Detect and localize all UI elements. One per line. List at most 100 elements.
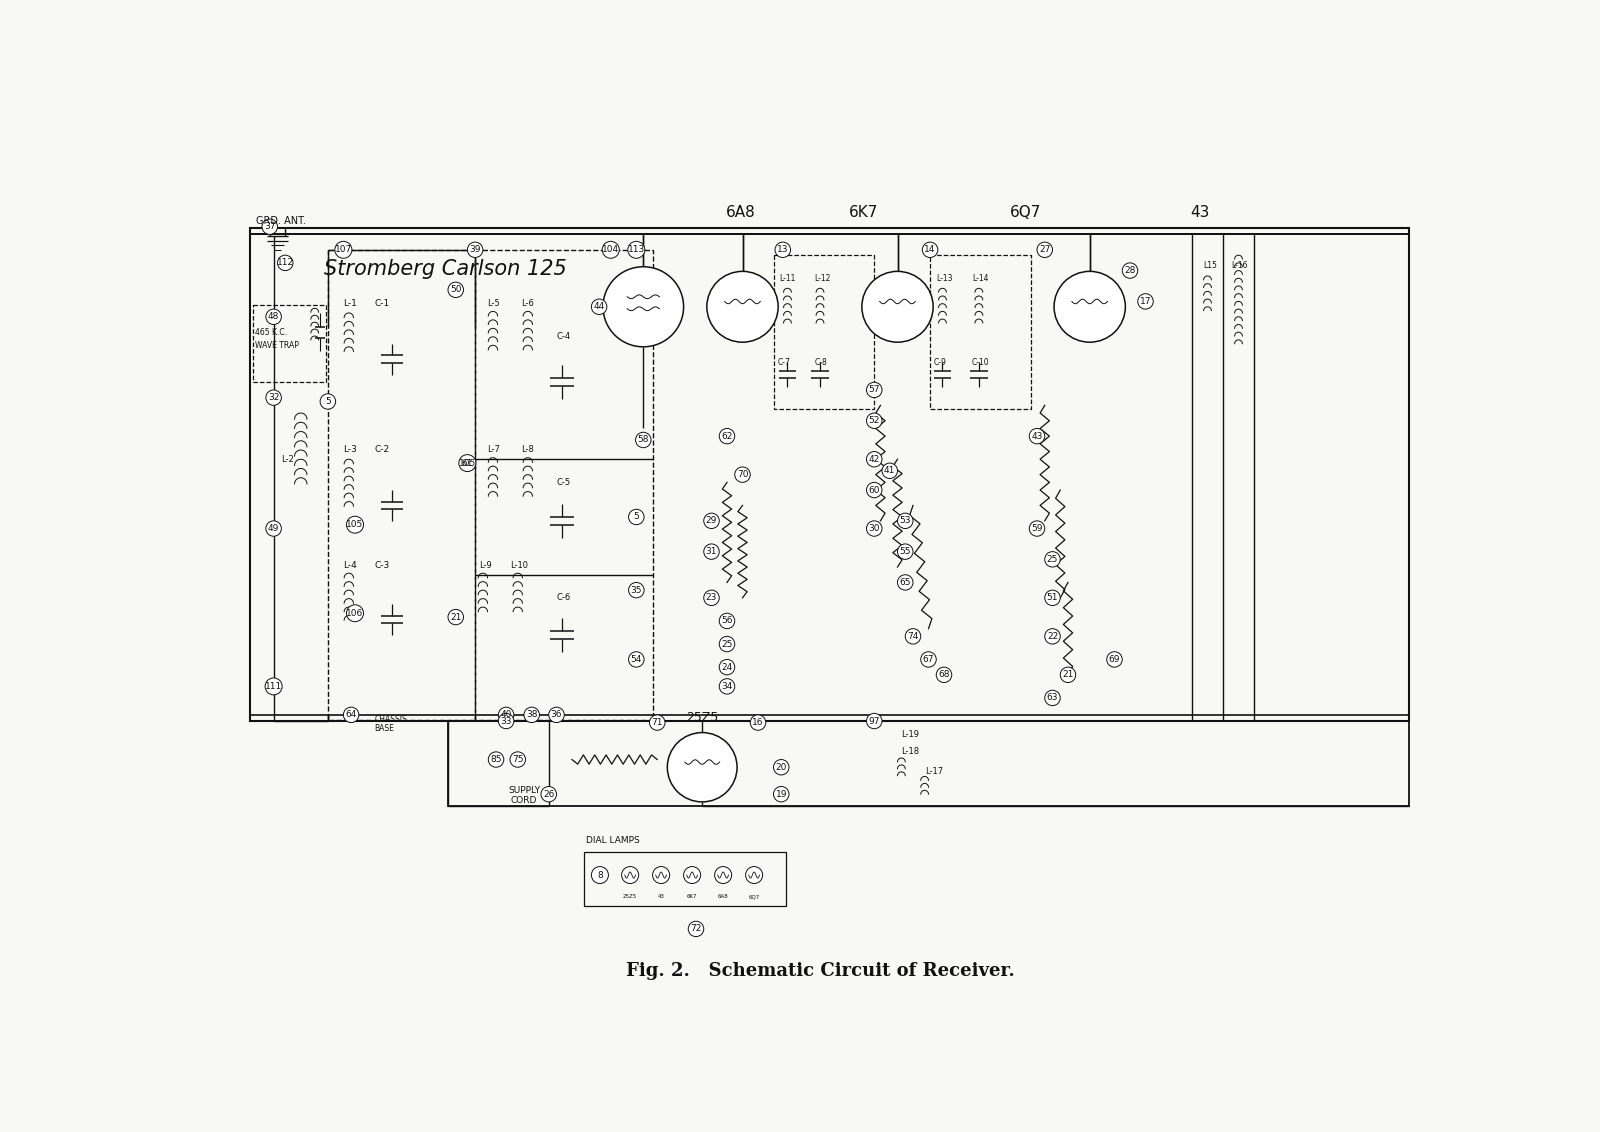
- Circle shape: [549, 708, 565, 722]
- Text: 26: 26: [542, 790, 555, 799]
- Circle shape: [667, 732, 738, 801]
- Text: L-18: L-18: [901, 747, 920, 756]
- Text: 6Q7: 6Q7: [1010, 205, 1042, 221]
- Circle shape: [266, 389, 282, 405]
- Text: 69: 69: [1109, 655, 1120, 664]
- Text: 43: 43: [1190, 205, 1210, 221]
- Text: C-2: C-2: [374, 446, 389, 455]
- Circle shape: [688, 921, 704, 936]
- Text: 112: 112: [277, 258, 294, 267]
- Text: C-3: C-3: [374, 561, 390, 571]
- Circle shape: [650, 715, 666, 730]
- Text: 63: 63: [1046, 694, 1058, 703]
- Circle shape: [541, 787, 557, 801]
- Circle shape: [347, 604, 363, 621]
- Text: Fig. 2.   Schematic Circuit of Receiver.: Fig. 2. Schematic Circuit of Receiver.: [626, 962, 1014, 980]
- Text: 53: 53: [899, 516, 910, 525]
- Circle shape: [1045, 551, 1061, 567]
- Text: 27: 27: [1038, 246, 1051, 255]
- Text: 6A8: 6A8: [718, 894, 728, 899]
- Circle shape: [720, 636, 734, 652]
- Text: 29: 29: [706, 516, 717, 525]
- Circle shape: [720, 614, 734, 628]
- Circle shape: [459, 455, 475, 472]
- Text: 6A8: 6A8: [726, 205, 755, 221]
- Text: L-11: L-11: [779, 274, 797, 283]
- Text: 37: 37: [264, 222, 275, 231]
- Text: 5: 5: [325, 397, 331, 406]
- Text: 31: 31: [706, 547, 717, 556]
- Text: C-4: C-4: [557, 332, 571, 341]
- Circle shape: [448, 282, 464, 298]
- Circle shape: [602, 241, 619, 258]
- Circle shape: [592, 867, 608, 883]
- Circle shape: [898, 544, 914, 559]
- Circle shape: [627, 241, 645, 258]
- Text: 28: 28: [1125, 266, 1136, 275]
- Text: 16: 16: [752, 718, 763, 727]
- Circle shape: [334, 241, 352, 258]
- Circle shape: [1037, 242, 1053, 257]
- Text: 97: 97: [869, 717, 880, 726]
- Text: 35: 35: [630, 585, 642, 594]
- Text: 55: 55: [899, 547, 910, 556]
- Circle shape: [862, 272, 933, 342]
- Text: SUPPLY: SUPPLY: [507, 786, 541, 795]
- Circle shape: [720, 660, 734, 675]
- Circle shape: [266, 678, 282, 695]
- Text: 71: 71: [651, 718, 662, 727]
- Text: 111: 111: [266, 681, 282, 691]
- Circle shape: [653, 867, 670, 883]
- Circle shape: [1054, 272, 1125, 342]
- Circle shape: [867, 383, 882, 397]
- Circle shape: [523, 708, 539, 722]
- Text: 68: 68: [938, 670, 950, 679]
- Text: 59: 59: [1032, 524, 1043, 533]
- Text: L-1: L-1: [344, 299, 357, 308]
- Circle shape: [344, 708, 358, 722]
- Text: 17: 17: [1139, 297, 1152, 306]
- Circle shape: [734, 466, 750, 482]
- Circle shape: [1122, 263, 1138, 278]
- Circle shape: [906, 628, 920, 644]
- Text: L-4: L-4: [344, 561, 357, 571]
- Circle shape: [750, 715, 766, 730]
- Text: 41: 41: [885, 466, 896, 475]
- Text: CORD: CORD: [510, 796, 538, 805]
- Circle shape: [592, 299, 606, 315]
- Text: C-7: C-7: [778, 359, 790, 368]
- Circle shape: [262, 218, 277, 234]
- Circle shape: [629, 652, 645, 667]
- Circle shape: [773, 760, 789, 775]
- Text: 42: 42: [869, 455, 880, 464]
- Text: 61: 61: [462, 458, 474, 468]
- Circle shape: [1045, 590, 1061, 606]
- Text: 44: 44: [594, 302, 605, 311]
- Circle shape: [867, 482, 882, 498]
- Text: L-2: L-2: [282, 455, 294, 464]
- Circle shape: [266, 521, 282, 537]
- Text: 30: 30: [869, 524, 880, 533]
- Circle shape: [1061, 667, 1075, 683]
- Circle shape: [467, 242, 483, 257]
- Circle shape: [1029, 521, 1045, 537]
- Circle shape: [277, 255, 293, 271]
- Text: 64: 64: [346, 711, 357, 719]
- Text: 32: 32: [267, 393, 280, 402]
- Text: 6K7: 6K7: [686, 894, 698, 899]
- Text: L-9: L-9: [478, 561, 491, 571]
- Text: 48: 48: [267, 312, 280, 321]
- Text: 74: 74: [907, 632, 918, 641]
- Text: 21: 21: [1062, 670, 1074, 679]
- Circle shape: [704, 513, 720, 529]
- Text: L-16: L-16: [1230, 260, 1248, 269]
- Bar: [328, 250, 475, 720]
- Circle shape: [704, 590, 720, 606]
- Text: 43: 43: [658, 894, 664, 899]
- Circle shape: [704, 544, 720, 559]
- Text: 56: 56: [722, 617, 733, 626]
- Text: 21: 21: [450, 612, 461, 621]
- Text: 13: 13: [778, 246, 789, 255]
- Text: C-6: C-6: [557, 593, 571, 602]
- Text: 14: 14: [925, 246, 936, 255]
